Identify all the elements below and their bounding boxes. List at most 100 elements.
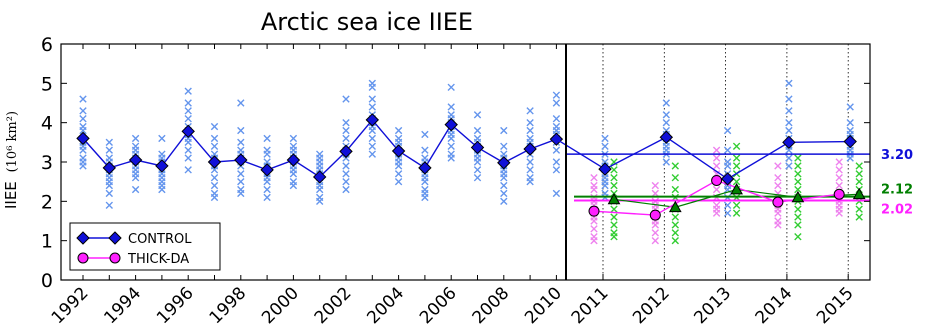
forecast-control-member-point: [785, 118, 793, 127]
forecast-green-member-point: [794, 205, 802, 213]
forecast-thick-point: [711, 174, 723, 186]
hindcast-member-point: [421, 130, 429, 139]
hindcast-member-point: [79, 146, 87, 154]
hindcast-member-point: [473, 126, 482, 135]
hindcast-control-point: [128, 153, 143, 167]
hindcast-member-point: [447, 134, 455, 143]
hindcast-member-point: [184, 115, 192, 123]
hindcast-member-point: [552, 166, 561, 174]
hindcast-member-point: [105, 181, 113, 190]
y-tick-label: 1: [41, 231, 53, 253]
hindcast-member-point: [500, 142, 508, 150]
forecast-thick-point: [649, 209, 661, 221]
forecast-thick-member-point: [590, 185, 598, 194]
forecast-thick-member-point: [590, 236, 598, 245]
forecast-green-point: [791, 190, 805, 203]
forecast-green-member-point: [671, 236, 679, 245]
hindcast-member-point: [79, 162, 87, 170]
y-tick-label: 6: [41, 34, 53, 56]
legend-label: CONTROL: [128, 232, 192, 247]
forecast-thick-member-point: [651, 236, 659, 245]
hindcast-member-point: [473, 166, 482, 174]
forecast-thick-member-point: [774, 162, 782, 170]
hindcast-control-point: [76, 131, 90, 146]
forecast-x-tick-label: 2015: [813, 283, 858, 328]
legend-marker: [77, 252, 89, 264]
hindcast-member-point: [263, 177, 271, 186]
hindcast-member-point: [342, 95, 350, 103]
hindcast-control-point: [207, 155, 222, 169]
forecast-control-member-point: [723, 126, 732, 135]
hindcast-control-point: [339, 144, 353, 159]
hindcast-member-point: [184, 107, 192, 115]
forecast-green-member-point: [855, 205, 863, 213]
forecast-green-member-point: [794, 162, 802, 170]
forecast-green-member-point: [610, 174, 618, 182]
hindcast-member-point: [421, 193, 429, 202]
x-tick-label: 2000: [258, 283, 303, 328]
legend-marker: [76, 231, 90, 245]
hindcast-member-point: [158, 185, 166, 194]
hindcast-member-point: [447, 83, 455, 91]
hindcast-control-point: [312, 170, 327, 184]
hindcast-member-point: [184, 146, 192, 154]
green-mean-label: 2.12: [881, 183, 913, 198]
forecast-control-member-point: [846, 118, 854, 127]
forecast-control-member-point: [723, 201, 732, 209]
hindcast-member-point: [394, 162, 403, 170]
forecast-green-point: [852, 187, 866, 200]
hindcast-control-point: [365, 113, 380, 127]
forecast-green-point: [607, 192, 621, 205]
y-axis-label-text: IIEE: [2, 181, 20, 209]
forecast-green-member-point: [732, 162, 741, 170]
hindcast-member-point: [237, 170, 245, 178]
forecast-green-member-point: [610, 233, 618, 241]
hindcast-member-point: [342, 170, 350, 178]
hindcast-member-point: [237, 189, 245, 198]
hindcast-member-point: [184, 154, 192, 162]
forecast-control-point: [659, 130, 674, 144]
hindcast-member-point: [500, 197, 508, 206]
forecast-control-member-point: [785, 154, 793, 162]
x-tick-label: 2010: [521, 283, 566, 328]
legend-items: CONTROL THICK-DA: [76, 231, 192, 267]
forecast-control-member-point: [662, 99, 670, 107]
hindcast-member-point: [421, 177, 429, 186]
forecast-control-member-point: [785, 95, 793, 103]
forecast-green-point: [668, 200, 682, 213]
forecast-control-member-point: [785, 162, 793, 170]
hindcast-control-point: [181, 124, 195, 139]
forecast-control-member-point: [785, 107, 793, 115]
hindcast-member-point: [184, 87, 192, 95]
hindcast-member-point: [237, 99, 245, 107]
hindcast-member-point: [473, 174, 482, 182]
legend-marker: [108, 231, 122, 245]
forecast-green-member-point: [671, 213, 679, 221]
hindcast-member-point: [394, 170, 403, 178]
forecast-x-tick-label: 2014: [752, 283, 797, 328]
forecast-green-member-point: [671, 185, 679, 194]
forecast-control-member-point: [723, 146, 732, 154]
x-tick-label: 2004: [363, 283, 408, 328]
forecast-thick-member-point: [712, 209, 721, 217]
forecast-thick-member-point: [712, 185, 721, 194]
forecast-green-member-point: [610, 166, 618, 174]
hindcast-member-point: [237, 138, 245, 147]
hindcast-member-point: [210, 122, 219, 131]
hindcast-member-point: [447, 142, 455, 150]
forecast-thick-member-point: [774, 209, 782, 217]
x-tick-label: 1994: [100, 283, 145, 328]
forecast-green-member-point: [610, 205, 618, 213]
forecast-control-point: [843, 134, 857, 149]
hindcast-member-point: [342, 134, 350, 143]
forecast-green-member-point: [732, 142, 741, 150]
hindcast-member-point: [79, 115, 87, 123]
hindcast-control-point: [286, 153, 301, 167]
hindcast-member-point: [552, 99, 561, 107]
hindcast-member-point: [105, 201, 113, 209]
hindcast-member-point: [263, 185, 271, 194]
forecast-thick-member-point: [590, 174, 598, 182]
x-tick-label: 2008: [469, 283, 514, 328]
forecast-control-line: [556, 136, 851, 180]
